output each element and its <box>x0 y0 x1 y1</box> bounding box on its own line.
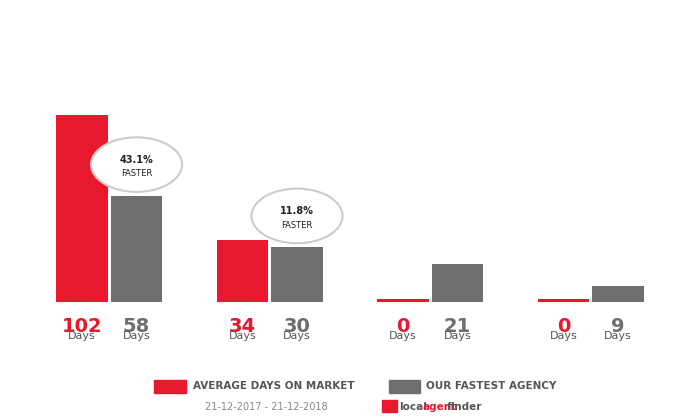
Text: FASTER: FASTER <box>121 169 152 178</box>
Bar <box>56 116 108 302</box>
Text: local: local <box>399 402 427 412</box>
Bar <box>272 247 323 302</box>
Text: 34: 34 <box>229 317 256 336</box>
Text: AVERAGE DAYS ON MARKET: AVERAGE DAYS ON MARKET <box>193 381 354 391</box>
Bar <box>538 299 589 302</box>
Text: 9: 9 <box>611 317 625 336</box>
Text: Days: Days <box>284 331 311 341</box>
Text: Days: Days <box>389 331 416 341</box>
Text: 0: 0 <box>556 317 570 336</box>
Text: OUR FASTEST AGENCY: OUR FASTEST AGENCY <box>426 381 556 391</box>
Text: 43.1%: 43.1% <box>120 155 153 165</box>
Bar <box>377 299 428 302</box>
Text: 21-12-2017 - 21-12-2018: 21-12-2017 - 21-12-2018 <box>204 402 328 412</box>
Text: FASTER: FASTER <box>281 220 313 230</box>
Text: Days: Days <box>444 331 471 341</box>
Text: 30: 30 <box>284 317 311 336</box>
Bar <box>217 240 268 302</box>
Text: Days: Days <box>604 331 632 341</box>
Text: agent: agent <box>423 402 457 412</box>
Text: 0: 0 <box>396 317 410 336</box>
Text: 58: 58 <box>123 317 150 336</box>
Bar <box>592 286 644 302</box>
Text: 11.8%: 11.8% <box>280 206 314 216</box>
Text: Days: Days <box>229 331 256 341</box>
Text: Days: Days <box>68 331 96 341</box>
Bar <box>111 196 162 302</box>
Text: Days: Days <box>122 331 150 341</box>
Bar <box>432 264 483 302</box>
Text: 102: 102 <box>62 317 102 336</box>
Text: Days: Days <box>550 331 578 341</box>
Text: finder: finder <box>447 402 482 412</box>
Text: 21: 21 <box>444 317 471 336</box>
